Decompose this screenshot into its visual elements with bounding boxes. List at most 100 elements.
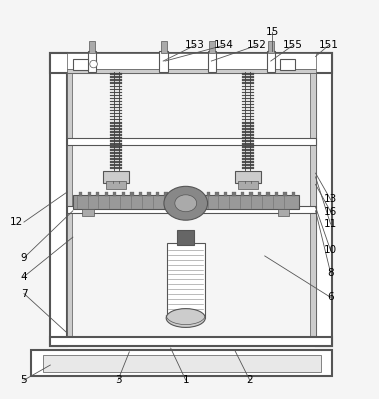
Bar	[242, 155, 254, 157]
Bar	[110, 77, 122, 78]
Bar	[105, 192, 108, 196]
Bar	[110, 134, 122, 136]
Bar	[242, 122, 254, 124]
Bar	[110, 161, 122, 163]
Text: 4: 4	[20, 272, 27, 282]
Bar	[235, 170, 261, 183]
Bar	[110, 155, 122, 157]
Bar	[266, 192, 270, 196]
Text: 151: 151	[319, 40, 339, 50]
Bar	[110, 104, 122, 105]
Bar	[278, 209, 289, 216]
Bar	[190, 192, 193, 196]
Bar	[89, 41, 95, 53]
Bar	[316, 53, 332, 346]
Bar	[106, 182, 126, 189]
Bar	[242, 91, 254, 93]
Bar	[110, 122, 122, 124]
Bar	[96, 192, 99, 196]
Text: 12: 12	[10, 217, 23, 227]
Bar	[242, 110, 254, 111]
Bar	[31, 350, 332, 376]
Bar	[67, 69, 316, 73]
Bar	[110, 146, 122, 148]
Bar	[43, 355, 321, 372]
Bar	[82, 209, 94, 216]
Bar	[167, 243, 205, 318]
Bar	[164, 192, 168, 196]
Bar	[242, 140, 254, 142]
Text: 16: 16	[324, 207, 337, 217]
Bar	[242, 97, 254, 99]
Bar	[249, 192, 253, 196]
Bar	[110, 143, 122, 144]
Bar	[242, 164, 254, 166]
Bar	[110, 89, 122, 91]
Bar	[173, 192, 176, 196]
Bar	[242, 146, 254, 148]
Bar	[110, 140, 122, 142]
Bar	[110, 137, 122, 138]
Text: 152: 152	[247, 40, 267, 50]
Bar	[147, 192, 150, 196]
Bar	[242, 134, 254, 136]
Text: 15: 15	[266, 27, 279, 37]
Bar	[73, 195, 299, 209]
Bar	[181, 192, 185, 196]
Bar	[242, 77, 254, 78]
Bar	[110, 110, 122, 111]
Bar	[110, 113, 122, 115]
Bar	[67, 206, 316, 213]
Bar	[198, 192, 202, 196]
Bar	[67, 138, 316, 145]
Bar	[122, 192, 125, 196]
Bar	[268, 41, 274, 53]
Text: 155: 155	[283, 40, 303, 50]
Bar	[242, 149, 254, 150]
Bar	[160, 51, 168, 71]
Bar	[110, 73, 122, 75]
Ellipse shape	[175, 195, 197, 212]
Bar	[242, 85, 254, 87]
Bar	[67, 340, 316, 344]
Bar	[110, 79, 122, 81]
Bar	[110, 97, 122, 99]
Bar	[110, 128, 122, 130]
Bar	[130, 192, 133, 196]
Bar	[232, 192, 236, 196]
Text: 1: 1	[182, 375, 189, 385]
Bar	[283, 192, 287, 196]
Ellipse shape	[90, 60, 97, 68]
Text: 10: 10	[324, 245, 337, 255]
Text: 2: 2	[246, 375, 253, 385]
Bar	[242, 137, 254, 138]
Bar	[242, 79, 254, 81]
Bar	[110, 101, 122, 103]
Bar	[73, 59, 88, 70]
Bar	[242, 107, 254, 109]
Bar	[156, 192, 159, 196]
Bar	[110, 130, 122, 132]
Bar	[242, 130, 254, 132]
Text: 154: 154	[214, 40, 234, 50]
Text: 6: 6	[327, 292, 334, 302]
Bar	[238, 182, 258, 189]
Bar	[67, 73, 72, 344]
Bar	[224, 192, 227, 196]
Bar	[88, 51, 96, 71]
Text: 9: 9	[20, 253, 27, 263]
Text: 11: 11	[324, 219, 337, 229]
Bar	[207, 192, 210, 196]
Text: 13: 13	[324, 194, 337, 205]
Bar	[110, 152, 122, 154]
Ellipse shape	[164, 186, 208, 220]
Bar	[110, 164, 122, 166]
Bar	[103, 170, 129, 183]
Bar	[242, 128, 254, 130]
Bar	[242, 83, 254, 84]
Bar	[242, 143, 254, 144]
Text: 5: 5	[20, 375, 27, 385]
Bar	[241, 192, 244, 196]
Text: 7: 7	[20, 288, 27, 298]
Bar	[177, 229, 194, 245]
